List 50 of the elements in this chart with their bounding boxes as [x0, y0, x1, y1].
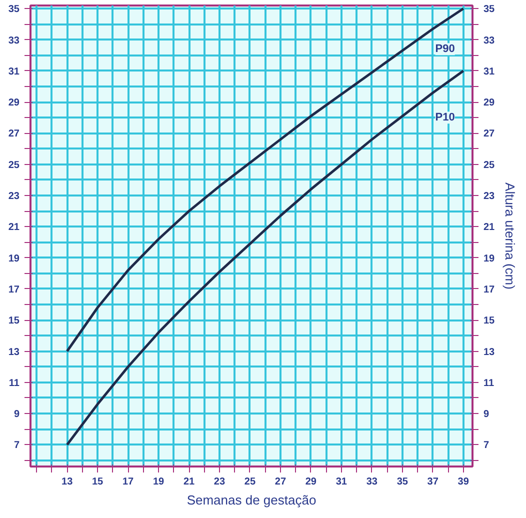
- x-tick-label: 27: [274, 476, 286, 488]
- y-tick-label: 35: [8, 4, 20, 16]
- y2-tick-label: 23: [484, 191, 496, 202]
- y2-tick-label: 15: [484, 316, 496, 327]
- x-tick-label: 21: [183, 476, 196, 488]
- y2-tick-label: 33: [484, 35, 496, 46]
- y-tick-label: 17: [8, 284, 20, 296]
- x-tick-label: 23: [214, 476, 226, 488]
- y2-tick-label: 19: [484, 253, 496, 264]
- y-tick-label: 13: [8, 346, 20, 358]
- y-tick-label: 23: [8, 191, 20, 202]
- x-tick-label: 33: [366, 476, 378, 488]
- annotation: P10: [435, 112, 455, 124]
- y2-tick-label: 13: [484, 346, 496, 358]
- y-tick-label: 9: [14, 409, 20, 420]
- y2-tick-label: 7: [484, 440, 490, 452]
- x-tick-label: 35: [396, 476, 408, 488]
- y2-tick-label: 9: [484, 409, 490, 420]
- y-tick-label: 27: [8, 128, 20, 140]
- y2-tick-label: 11: [484, 378, 495, 389]
- y-tick-label: 19: [8, 253, 20, 264]
- x-tick-label: 15: [92, 476, 104, 488]
- y-tick-label: 33: [8, 35, 20, 46]
- y-tick-label: 31: [8, 66, 20, 78]
- y-tick-label: 29: [8, 98, 20, 109]
- y-tick-label: 25: [8, 160, 20, 171]
- y2-tick-label: 31: [484, 66, 496, 78]
- x-tick-label: 19: [152, 476, 165, 488]
- line-series: [66, 7, 465, 352]
- x-tick-label: 29: [305, 476, 317, 488]
- x-tick-label: 25: [244, 476, 256, 488]
- x-tick-label: 31: [336, 476, 348, 488]
- y2-tick-label: 21: [484, 222, 496, 234]
- x-axis-title: Semanas de gestação: [186, 492, 316, 508]
- x-tick-label: 37: [427, 476, 439, 488]
- y2-tick-label: 17: [484, 284, 496, 296]
- y-tick-label: 7: [14, 440, 20, 452]
- y2-tick-label: 27: [484, 128, 496, 140]
- y-tick-label: 15: [8, 316, 20, 327]
- line-series: [66, 70, 465, 446]
- y2-tick-label: 25: [484, 160, 496, 171]
- y-tick-label: 11: [8, 378, 20, 389]
- y-tick-label: 21: [8, 222, 20, 234]
- x-tick-label: 13: [62, 476, 74, 488]
- y2-tick-label: 35: [484, 4, 496, 16]
- x-tick-label: 17: [122, 476, 134, 488]
- annotation: P90: [435, 43, 455, 56]
- y2-tick-label: 29: [484, 98, 496, 109]
- y2-axis-title: Altura uterina (cm): [502, 182, 518, 290]
- x-tick-label: 39: [458, 476, 470, 488]
